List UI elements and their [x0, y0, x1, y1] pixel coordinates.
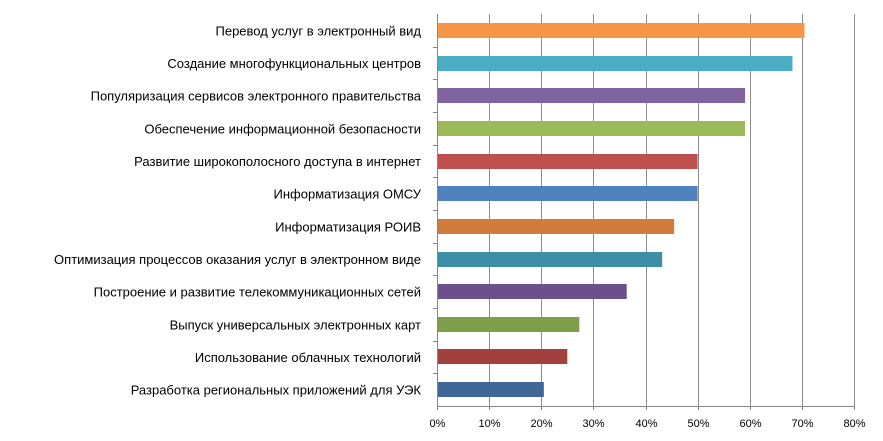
- bar: [438, 154, 698, 169]
- category-label: Информатизация РОИВ: [275, 219, 421, 234]
- category-label: Развитие широкополосного доступа в интер…: [134, 154, 421, 169]
- x-tick-label: 10%: [478, 418, 500, 430]
- x-tick-label: 20%: [530, 418, 552, 430]
- bar: [438, 252, 663, 267]
- bar: [438, 382, 544, 397]
- x-tick-label: 70%: [791, 418, 813, 430]
- x-tick-label: 40%: [635, 418, 657, 430]
- category-label: Построение и развитие телекоммуникационн…: [94, 285, 421, 300]
- bar: [438, 56, 793, 71]
- category-label: Перевод услуг в электронный вид: [216, 23, 422, 38]
- bar: [438, 284, 627, 299]
- x-tick-label: 60%: [739, 418, 761, 430]
- category-label: Использование облачных технологий: [195, 350, 421, 365]
- category-label: Оптимизация процессов оказания услуг в э…: [54, 252, 421, 267]
- x-tick-label: 0%: [430, 418, 446, 430]
- bar: [438, 349, 568, 364]
- category-labels: Перевод услуг в электронный вид Создание …: [54, 23, 422, 397]
- category-label: Популяризация сервисов электронного прав…: [91, 89, 422, 104]
- bar: [438, 186, 698, 201]
- bars: [438, 23, 805, 397]
- category-label: Выпуск универсальных электронных карт: [170, 317, 421, 332]
- bar: [438, 23, 805, 38]
- gridlines: [433, 14, 855, 410]
- category-label: Создание многофункциональных центров: [167, 56, 421, 71]
- category-label: Информатизация ОМСУ: [274, 187, 422, 202]
- x-tick-label: 50%: [687, 418, 709, 430]
- bar: [438, 317, 580, 332]
- bar: [438, 88, 746, 103]
- x-tick-label: 80%: [843, 418, 865, 430]
- x-axis-tick-labels: 0% 10% 20% 30% 40% 50% 60% 70% 80%: [430, 418, 866, 430]
- bar: [438, 219, 675, 234]
- bar: [438, 121, 746, 136]
- category-label: Разработка региональных приложений для У…: [131, 383, 422, 398]
- category-label: Обеспечение информационной безопасности: [144, 121, 421, 136]
- x-tick-label: 30%: [582, 418, 604, 430]
